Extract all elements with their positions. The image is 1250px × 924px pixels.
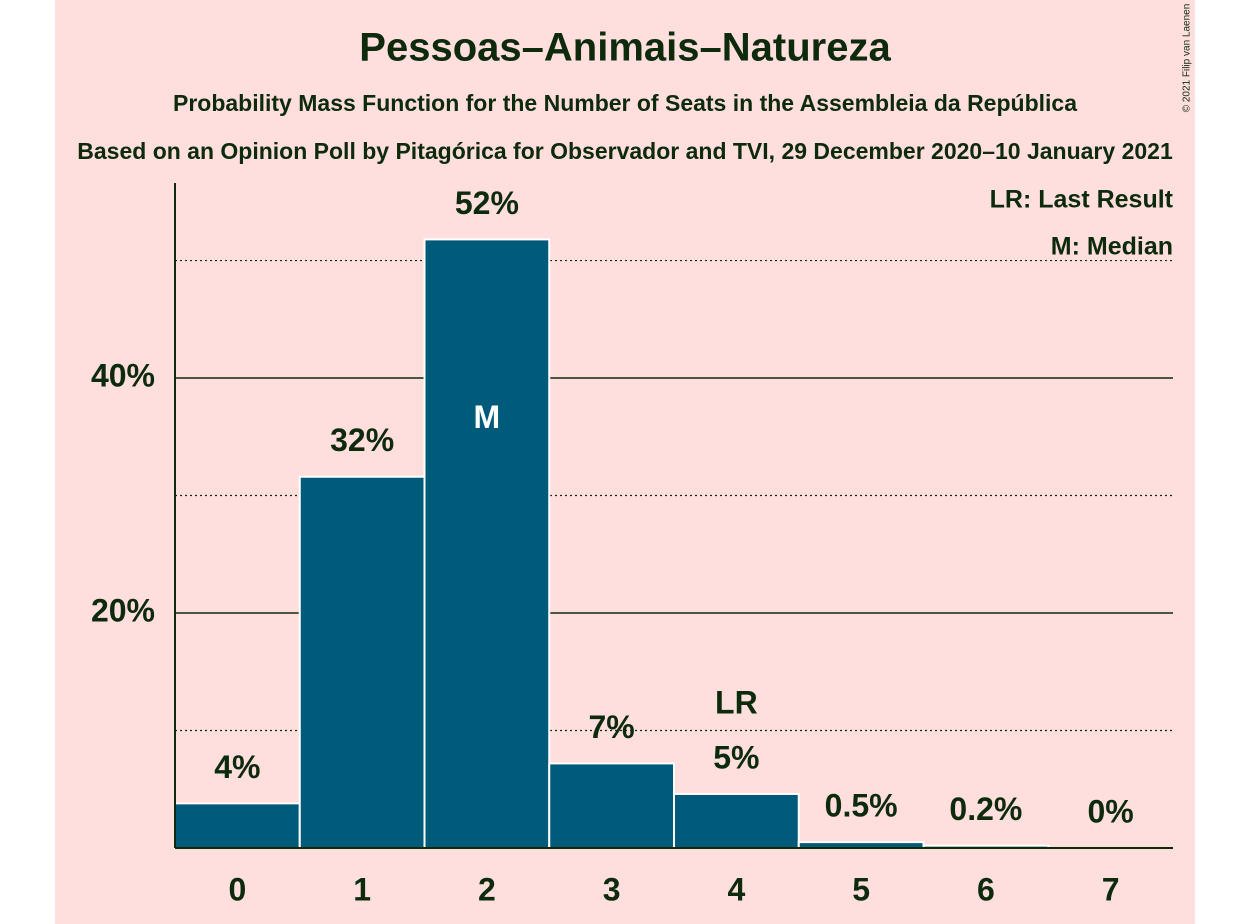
value-label: 7% — [589, 709, 635, 745]
bar — [174, 802, 301, 849]
x-tick-label: 1 — [353, 871, 371, 907]
value-label: 0.5% — [825, 788, 898, 824]
value-label: 4% — [214, 749, 260, 785]
x-tick-label: 2 — [478, 871, 496, 907]
x-tick-label: 4 — [727, 871, 745, 907]
chart-subtitle: Probability Mass Function for the Number… — [173, 90, 1077, 116]
x-tick-label: 6 — [977, 871, 995, 907]
value-label: 0.2% — [949, 791, 1022, 827]
x-tick-label: 7 — [1102, 871, 1120, 907]
bar — [673, 792, 800, 849]
value-label: 5% — [713, 739, 759, 775]
y-tick-label: 20% — [91, 592, 155, 628]
x-tick-label: 0 — [228, 871, 246, 907]
x-tick-label: 5 — [852, 871, 870, 907]
legend-entry: LR: Last Result — [990, 186, 1174, 214]
bar — [548, 762, 675, 850]
chart-title: Pessoas–Animais–Natureza — [359, 26, 891, 70]
value-label: 52% — [455, 185, 519, 221]
annotation: LR — [715, 684, 758, 720]
legend-entry: M: Median — [1051, 233, 1173, 261]
bar — [423, 238, 551, 850]
credit: © 2021 Filip van Laenen — [1182, 4, 1193, 113]
x-tick-label: 3 — [603, 871, 621, 907]
bar — [298, 475, 426, 849]
chart-subtitle: Based on an Opinion Poll by Pitagórica f… — [77, 138, 1173, 164]
y-tick-label: 40% — [91, 357, 155, 393]
value-label: 32% — [330, 422, 394, 458]
value-label: 0% — [1088, 793, 1134, 829]
annotation: M — [474, 399, 501, 435]
